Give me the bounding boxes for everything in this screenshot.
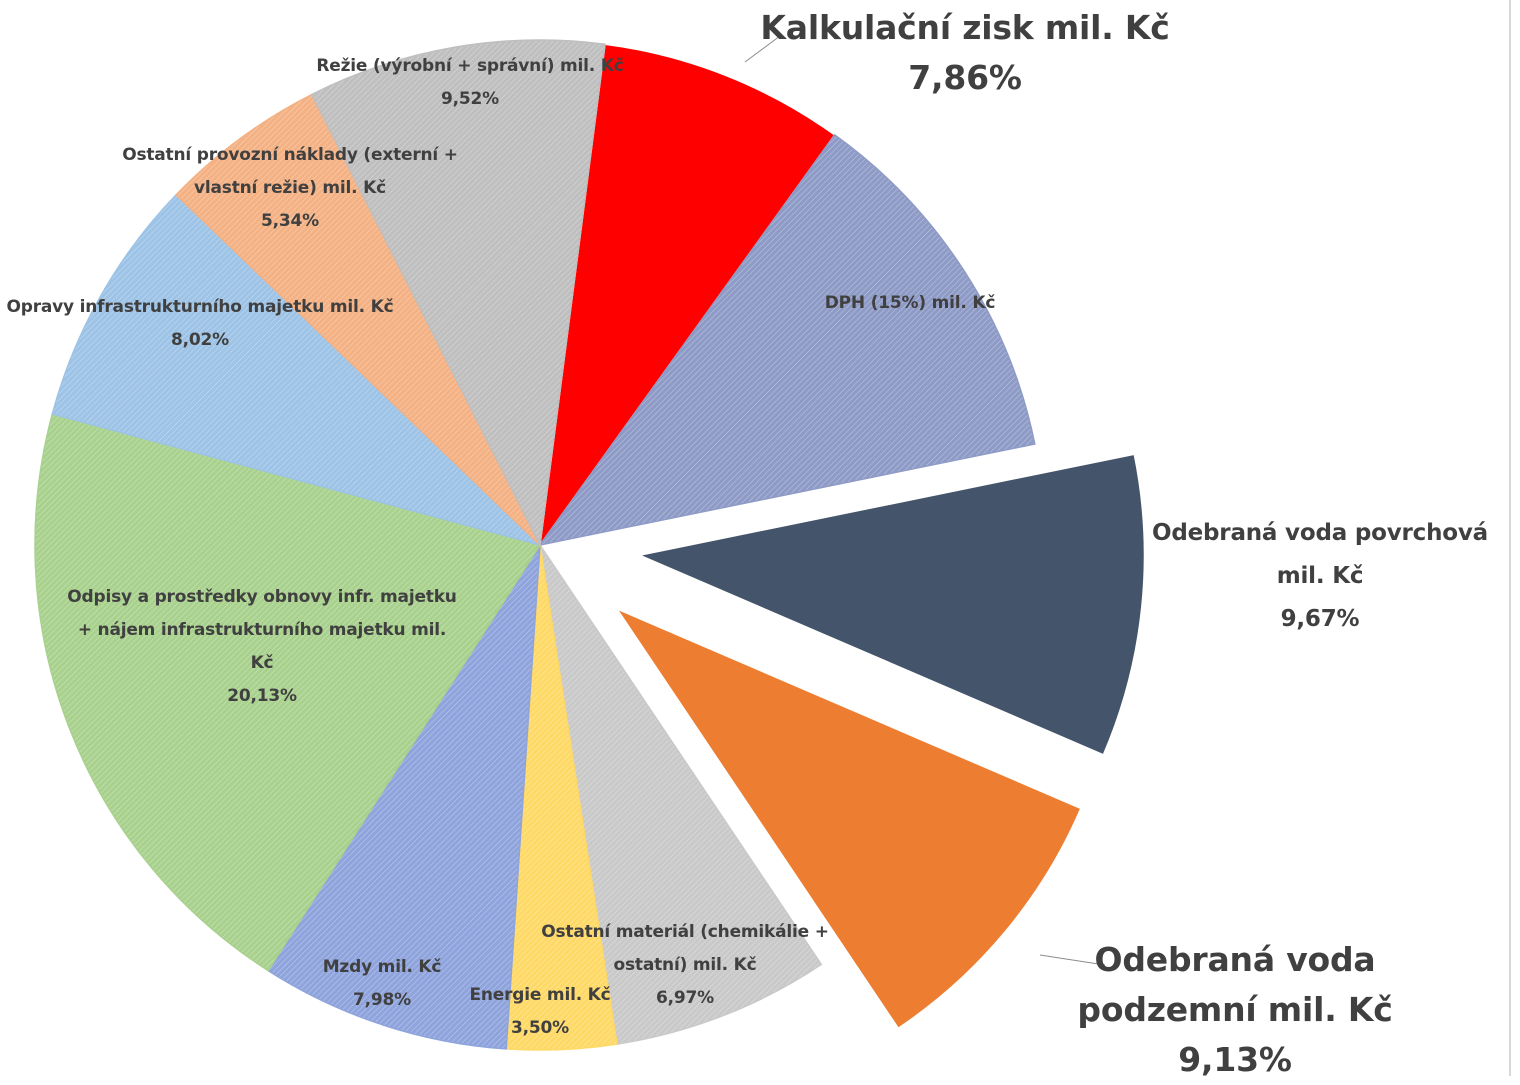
pie-slice — [539, 544, 823, 1045]
pie-slice — [614, 607, 1082, 1030]
slice-percent: 3,50% — [511, 1018, 569, 1038]
slice-name: Režie (výrobní + správní) mil. Kč — [316, 56, 624, 76]
pie-slice — [34, 413, 542, 972]
slice-percent: 7,86% — [908, 58, 1022, 97]
slice-percent: 20,13% — [227, 686, 297, 706]
data-label: Kalkulační zisk mil. Kč 7,86% — [755, 3, 1175, 103]
data-label: Ostatní provozní náklady (externí + vlas… — [95, 139, 485, 238]
slice-name: Odebraná voda podzemní mil. Kč — [1077, 940, 1393, 1029]
data-label: Energie mil. Kč 3,50% — [440, 979, 640, 1045]
data-label: Odebraná voda podzemní mil. Kč 9,13% — [1070, 935, 1400, 1085]
data-label: Režie (výrobní + správní) mil. Kč 9,52% — [285, 50, 655, 116]
pie-slice — [175, 93, 541, 546]
pie-slice — [51, 193, 541, 546]
slice-percent: 9,13% — [1178, 1040, 1292, 1079]
pie-slice — [310, 39, 606, 548]
slice-name: DPH (15%) mil. Kč — [824, 293, 996, 313]
slice-percent: 8,02% — [171, 330, 229, 350]
data-label: Ostatní materiál (chemikálie + ostatní) … — [505, 916, 865, 1015]
data-label: Opravy infrastrukturního majetku mil. Kč… — [0, 291, 400, 357]
slice-percent: 9,52% — [441, 89, 499, 109]
pie-slice — [267, 544, 541, 1050]
data-label: Mzdy mil. Kč 7,98% — [282, 951, 482, 1017]
slice-name: Opravy infrastrukturního majetku mil. Kč — [6, 297, 394, 317]
pie-slice — [539, 43, 836, 546]
pie-slice — [636, 453, 1146, 756]
slice-name: Odpisy a prostředky obnovy infr. majetku… — [67, 587, 457, 673]
data-label: Odpisy a prostředky obnovy infr. majetku… — [67, 581, 457, 713]
slice-name: Odebraná voda povrchová mil. Kč — [1152, 520, 1488, 589]
data-label: Odebraná voda povrchová mil. Kč 9,67% — [1130, 512, 1510, 641]
slice-name: Mzdy mil. Kč — [322, 957, 442, 977]
data-label: DPH (15%) mil. Kč — [780, 287, 1040, 320]
slice-name: Ostatní provozní náklady (externí + vlas… — [122, 145, 458, 198]
slice-name: Ostatní materiál (chemikálie + ostatní) … — [541, 922, 829, 975]
slice-percent: 7,98% — [353, 990, 411, 1010]
slice-percent: 9,67% — [1280, 606, 1360, 632]
leader-line — [744, 35, 781, 63]
slice-percent: 6,97% — [656, 988, 714, 1008]
slice-name: Energie mil. Kč — [469, 985, 611, 1005]
slice-name: Kalkulační zisk mil. Kč — [760, 8, 1170, 47]
slice-percent: 5,34% — [261, 211, 319, 231]
leader-line — [1039, 954, 1106, 966]
pie-slice — [538, 133, 1036, 547]
